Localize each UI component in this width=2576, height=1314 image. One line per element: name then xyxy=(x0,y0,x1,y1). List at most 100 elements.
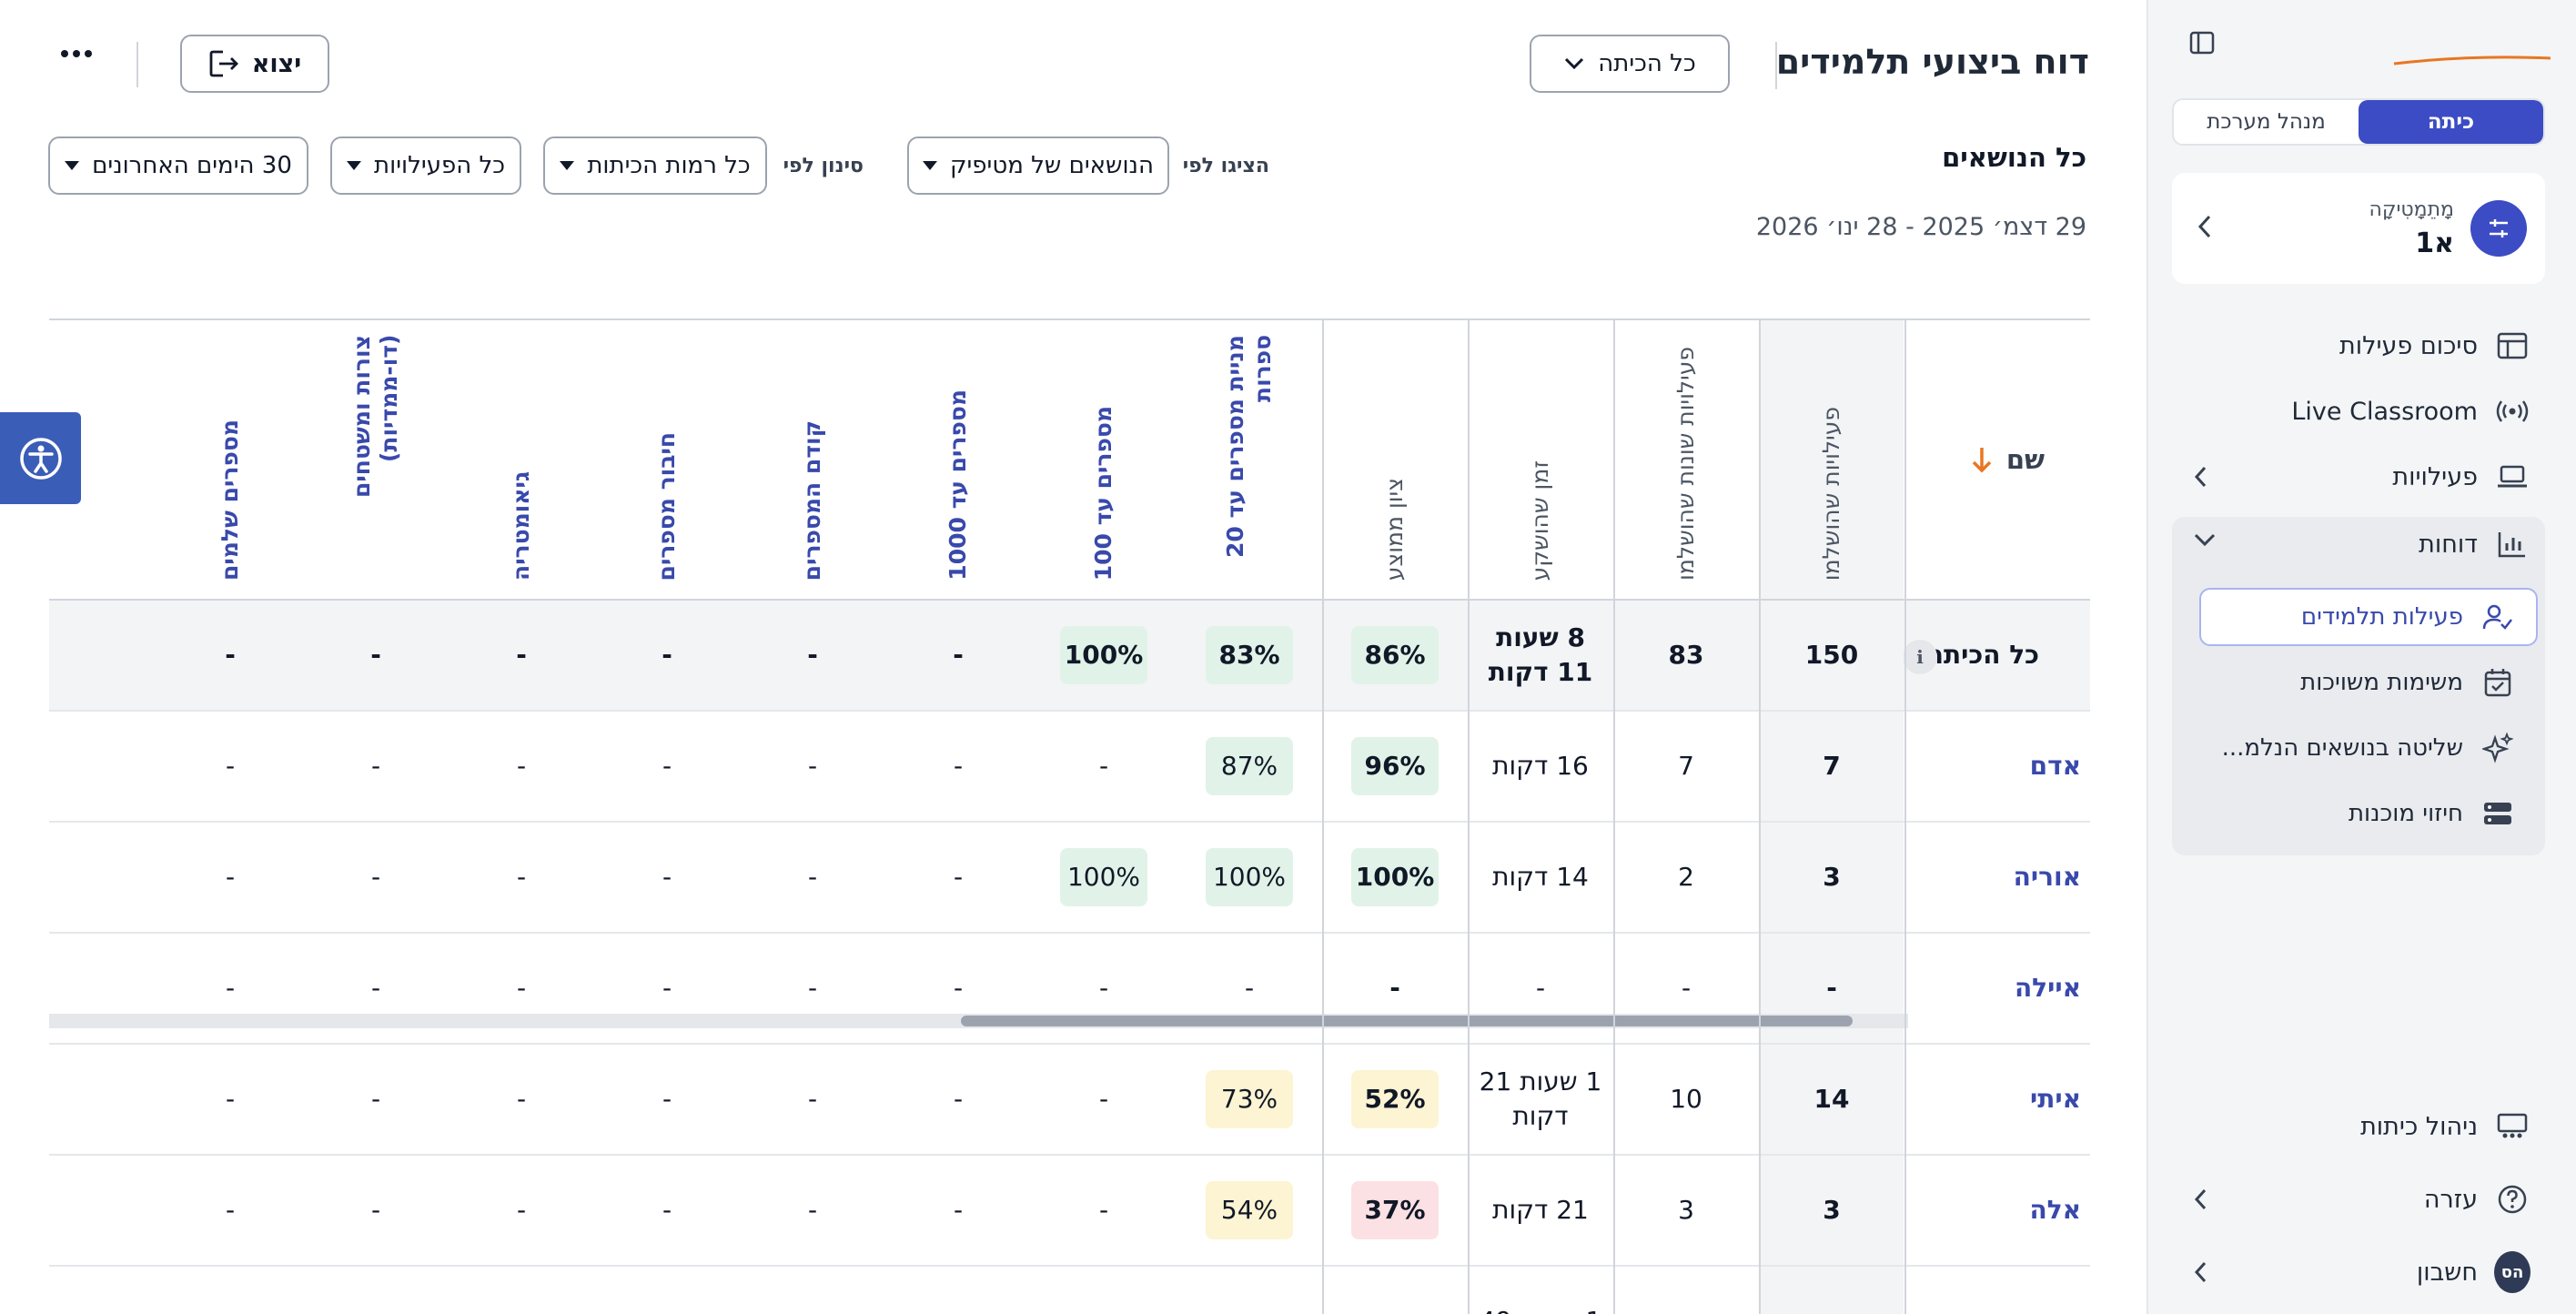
nav-activities[interactable]: פעילויות xyxy=(2172,450,2545,504)
column-header[interactable]: צורות ומשטחים (דו-ממדיות) xyxy=(303,320,449,599)
column-label: חיבור מספרים xyxy=(653,431,680,581)
column-header[interactable]: קודם המספרים xyxy=(740,320,885,599)
table-cell: 96% xyxy=(1322,712,1468,821)
table-cell: 73% xyxy=(1177,1045,1322,1154)
class-selector-card[interactable]: מָתֵמָטִיקָה א1 xyxy=(2172,173,2545,284)
table-cell xyxy=(303,1267,449,1314)
student-name-link[interactable]: אלה xyxy=(2029,1195,2081,1225)
table-cell: - xyxy=(1389,973,1400,1003)
table-cell: 54% xyxy=(1177,1156,1322,1265)
column-header[interactable]: מניית מספרים עד 20 ספרות xyxy=(1177,320,1322,599)
class-name: א1 xyxy=(2415,227,2454,259)
column-header[interactable]: ציון ממוצע xyxy=(1322,320,1468,599)
class-select-dropdown[interactable]: כל הכיתה xyxy=(1530,35,1730,93)
highlighted-column xyxy=(1760,1267,1904,1314)
score-badge: 100% xyxy=(1351,848,1439,906)
table-row: אדם 7 7 16 דקות 96% 87% - - - - - - - xyxy=(49,712,2090,823)
table-cell: - xyxy=(370,973,381,1003)
column-divider xyxy=(1613,318,1615,1314)
chevron-down-icon xyxy=(1563,56,1585,71)
avatar: הס xyxy=(2494,1251,2531,1293)
nav-label: Live Classroom xyxy=(2291,397,2478,426)
student-name-link[interactable]: איילה xyxy=(2014,973,2081,1003)
name-column-header[interactable]: שם xyxy=(1858,320,2090,599)
layout-icon xyxy=(2494,328,2531,364)
column-header[interactable]: מספרים עד 100 xyxy=(1031,320,1177,599)
student-performance-table: שם פעילויות שהושלמו פעילויות שונות שהושלמ… xyxy=(49,318,2090,1314)
table-cell: - xyxy=(662,973,672,1003)
info-icon[interactable]: i xyxy=(1903,640,1937,674)
column-label: צורות ומשטחים (דו-ממדיות) xyxy=(349,335,402,498)
score-badge: 100% xyxy=(1206,848,1293,906)
nav-student-activity[interactable]: פעילות תלמידים xyxy=(2199,588,2538,646)
student-name-link[interactable]: אוריה xyxy=(2013,862,2081,892)
column-label: גיאומטריה xyxy=(508,471,534,581)
column-header[interactable]: גיאומטריה xyxy=(449,320,594,599)
nav-manage-classes[interactable]: ניהול כיתות xyxy=(2172,1099,2545,1154)
nav-help[interactable]: עזרה xyxy=(2172,1172,2545,1227)
horizontal-scrollbar[interactable] xyxy=(961,1016,1853,1026)
nav-activity-summary[interactable]: סיכום פעילות xyxy=(2172,318,2545,373)
table-cell: 86% xyxy=(1322,601,1468,710)
table-cell: 3 xyxy=(1823,862,1841,892)
accessibility-icon[interactable] xyxy=(0,412,81,504)
nav-label: חיזוי מוכנות xyxy=(2348,800,2463,827)
period-dropdown[interactable]: 30 הימים האחרונים xyxy=(48,136,308,195)
nav-reports[interactable]: דוחות xyxy=(2172,517,2545,571)
table-cell xyxy=(1759,1267,1904,1314)
score-badge: 96% xyxy=(1351,737,1439,795)
student-name-link[interactable]: איתי xyxy=(2030,1084,2081,1114)
table-cell: - xyxy=(516,862,527,892)
table-cell: - xyxy=(807,1084,818,1114)
table-cell: - xyxy=(807,640,818,670)
column-header[interactable]: פעילויות שהושלמו xyxy=(1759,320,1904,599)
nav-readiness[interactable]: חיזוי מוכנות xyxy=(2172,784,2545,843)
column-header[interactable]: מספרים שלמים xyxy=(157,320,303,599)
classroom-icon xyxy=(2494,1108,2531,1145)
table-cell: 87% xyxy=(1177,712,1322,821)
table-cell xyxy=(740,1267,885,1314)
score-badge: 52% xyxy=(1351,1070,1439,1128)
nav-live-classroom[interactable]: Live Classroom xyxy=(2172,384,2545,439)
role-admin-button[interactable]: מנהל מערכת xyxy=(2207,110,2326,134)
table-cell: 100% xyxy=(1177,823,1322,932)
table-cell: - xyxy=(516,1084,527,1114)
column-header[interactable]: מספרים עד 1000 xyxy=(885,320,1031,599)
column-header[interactable]: זמן שהושקע xyxy=(1468,320,1613,599)
table-cell: 1 שעות 21 דקות xyxy=(1479,1066,1602,1131)
column-header[interactable]: חיבור מספרים xyxy=(594,320,740,599)
nav-topics-mastery[interactable]: שליטה בנושאים הנלמ... xyxy=(2172,719,2545,777)
more-options-icon[interactable] xyxy=(60,49,93,58)
score-badge: 100% xyxy=(1060,626,1147,684)
table-cell: - xyxy=(662,751,672,781)
chevron-left-icon[interactable] xyxy=(2196,213,2214,240)
role-class-button[interactable]: כיתה xyxy=(2359,100,2543,144)
show-by-label: הציגו לפי xyxy=(1182,155,1269,177)
activities-dropdown[interactable]: כל הפעילויות xyxy=(330,136,521,195)
show-by-dropdown[interactable]: הנושאים של מטיפיק xyxy=(907,136,1169,195)
table-cell: 21 דקות xyxy=(1492,1195,1589,1225)
nav-label: משימות משויכות xyxy=(2300,669,2463,696)
caret-down-icon xyxy=(347,161,362,170)
nav-assigned-tasks[interactable]: משימות משויכות xyxy=(2172,653,2545,712)
export-button[interactable]: יצוא xyxy=(180,35,329,93)
table-cell: - xyxy=(953,1195,964,1225)
grade-levels-dropdown[interactable]: כל רמות הכיתות xyxy=(543,136,767,195)
table-cell: - xyxy=(516,973,527,1003)
table-row: אוריה 3 2 14 דקות 100% 100% 100% - - - - - - xyxy=(49,823,2090,934)
column-header[interactable]: פעילויות שונות שהושלמו xyxy=(1613,320,1759,599)
sidebar-collapse-icon[interactable] xyxy=(2187,27,2217,58)
table-cell: - xyxy=(225,973,236,1003)
caret-down-icon xyxy=(65,161,80,170)
table-cell: - xyxy=(370,751,381,781)
caret-down-icon xyxy=(923,161,938,170)
date-range: 29 דצמ׳ 2025 - 28 ינו׳ 2026 xyxy=(1755,213,2086,241)
table-cell: 7 xyxy=(1823,751,1841,781)
matific-logo[interactable]: matific xyxy=(2390,16,2554,69)
export-label: יצוא xyxy=(251,49,302,78)
student-name-link[interactable]: אדם xyxy=(2029,751,2081,781)
nav-label: חשבון xyxy=(2416,1258,2478,1287)
table-cell: - xyxy=(1535,973,1546,1003)
dropdown-label: כל רמות הכיתות xyxy=(587,152,751,179)
nav-account[interactable]: הס חשבון xyxy=(2172,1245,2545,1299)
